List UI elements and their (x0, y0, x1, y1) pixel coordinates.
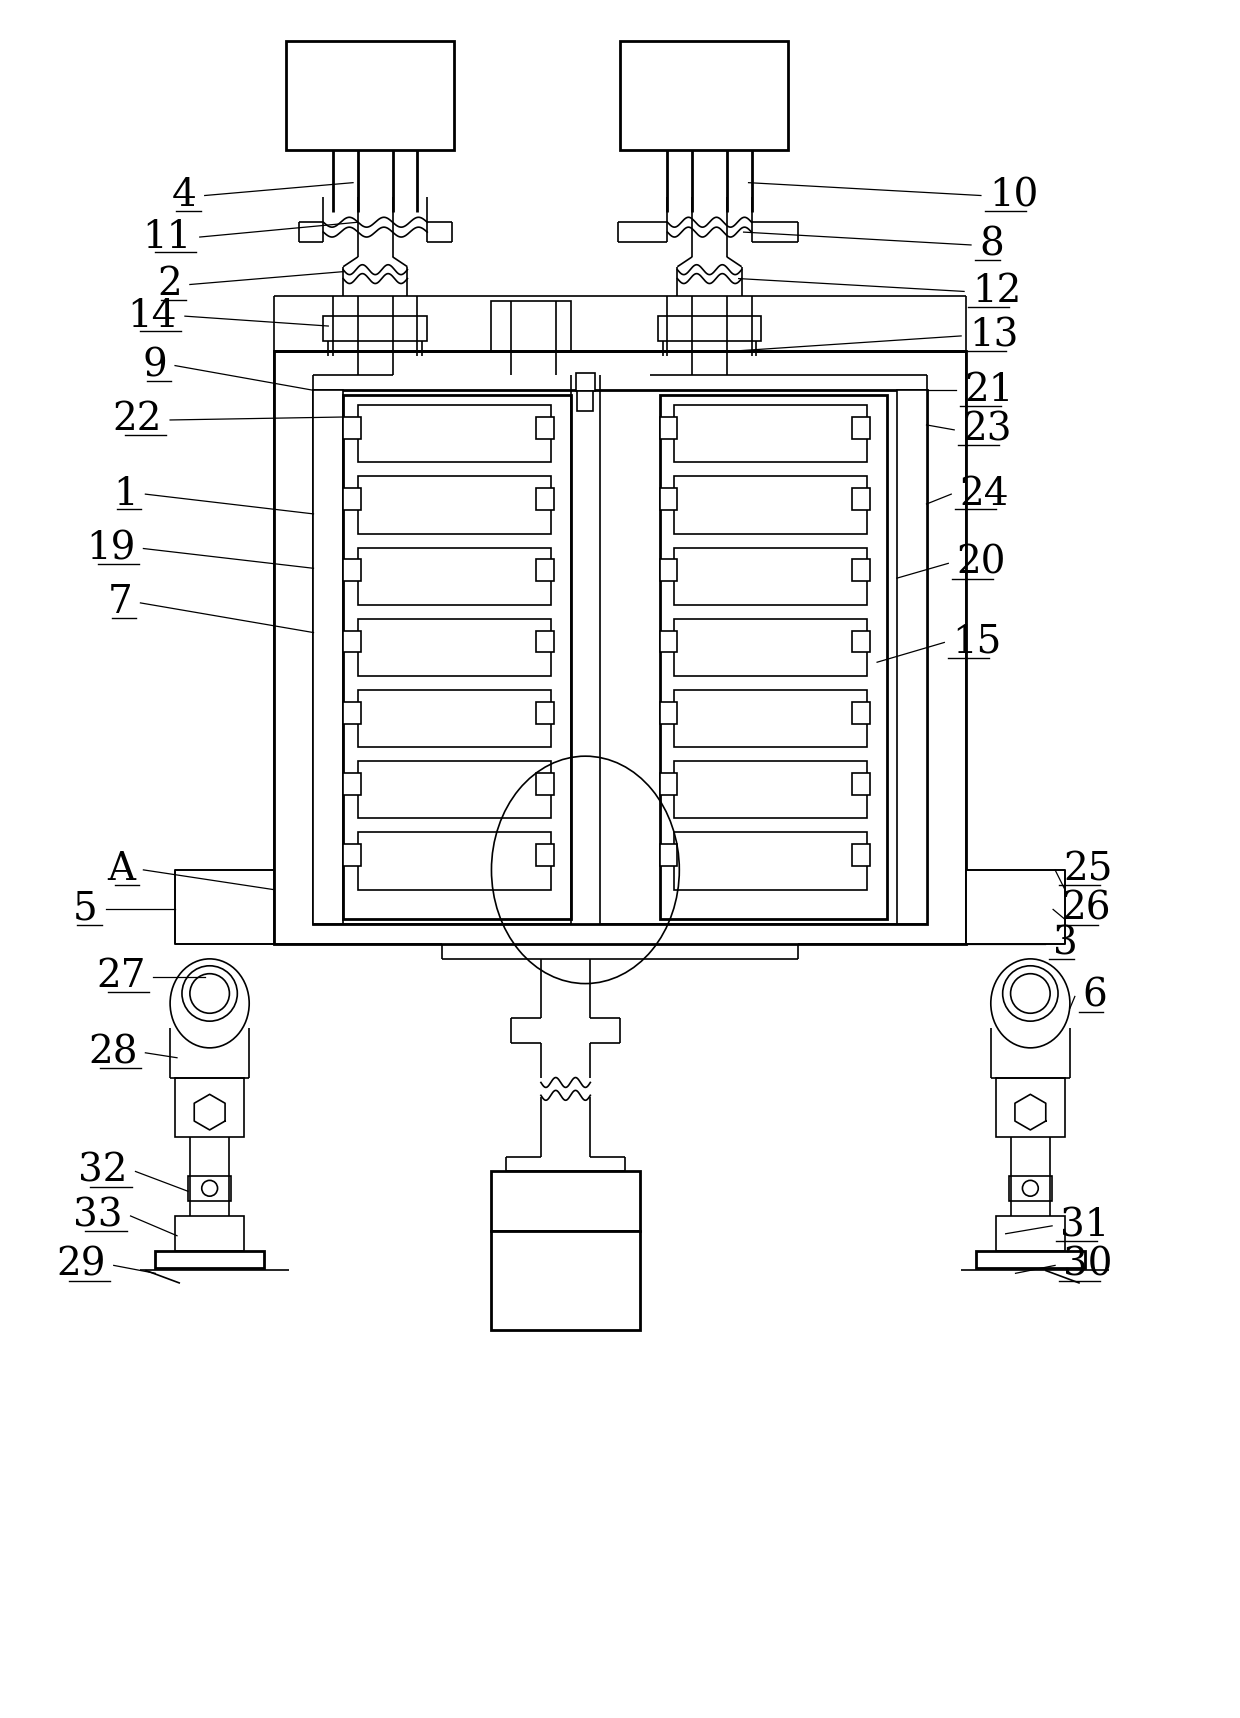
Bar (976, 1251, 1085, 1268)
Bar (996, 1077, 1065, 1137)
Text: 24: 24 (960, 476, 1009, 512)
Bar (188, 1177, 232, 1201)
Bar (358, 548, 551, 605)
Bar (675, 832, 867, 890)
Bar (155, 1251, 264, 1268)
Bar (358, 691, 551, 747)
Bar (536, 844, 554, 866)
Bar (620, 41, 789, 149)
Bar (343, 701, 361, 723)
Bar (358, 761, 551, 818)
Bar (274, 350, 966, 943)
Bar (852, 844, 870, 866)
Bar (852, 560, 870, 581)
Bar (657, 316, 761, 340)
Bar (675, 691, 867, 747)
Text: 19: 19 (86, 531, 135, 567)
Bar (660, 560, 677, 581)
Bar (675, 761, 867, 818)
Text: 2: 2 (157, 266, 182, 302)
Bar (660, 395, 887, 919)
Bar (491, 301, 570, 376)
Text: 28: 28 (88, 1034, 138, 1072)
Bar (660, 488, 677, 510)
Bar (578, 392, 593, 411)
Bar (852, 631, 870, 653)
Text: 4: 4 (172, 177, 197, 215)
Bar (314, 390, 926, 924)
Bar (852, 417, 870, 438)
Text: 25: 25 (1063, 852, 1112, 888)
Bar (358, 476, 551, 534)
Bar (536, 701, 554, 723)
Bar (343, 488, 361, 510)
Text: 9: 9 (143, 347, 167, 385)
Text: 15: 15 (952, 624, 1002, 661)
Text: 33: 33 (73, 1197, 123, 1235)
Bar (343, 844, 361, 866)
Text: 12: 12 (972, 273, 1022, 309)
Bar (660, 844, 677, 866)
Bar (491, 1172, 640, 1230)
Text: 32: 32 (78, 1153, 128, 1191)
Bar (343, 773, 361, 795)
Bar (536, 631, 554, 653)
Text: 11: 11 (143, 218, 192, 256)
Text: 10: 10 (988, 177, 1038, 215)
Bar (852, 773, 870, 795)
Text: 8: 8 (978, 227, 1003, 263)
Text: 23: 23 (962, 411, 1012, 448)
Bar (675, 618, 867, 677)
Bar (966, 869, 1065, 943)
Bar (536, 773, 554, 795)
Bar (660, 773, 677, 795)
Bar (852, 701, 870, 723)
Bar (358, 832, 551, 890)
Bar (675, 476, 867, 534)
Text: 3: 3 (1053, 926, 1078, 962)
Bar (358, 405, 551, 462)
Bar (324, 316, 428, 340)
Bar (175, 1077, 244, 1137)
Bar (285, 41, 454, 149)
Bar (343, 631, 361, 653)
Text: A: A (108, 852, 135, 888)
Bar (343, 560, 361, 581)
Bar (536, 560, 554, 581)
Bar (343, 395, 570, 919)
Bar (175, 1216, 244, 1251)
Bar (852, 488, 870, 510)
Bar (536, 417, 554, 438)
Text: 21: 21 (965, 371, 1013, 409)
Bar (491, 1230, 640, 1330)
Bar (996, 1216, 1065, 1251)
Bar (175, 869, 274, 943)
Bar (660, 631, 677, 653)
Text: 29: 29 (56, 1247, 105, 1283)
Bar (897, 390, 926, 924)
Text: 14: 14 (128, 297, 177, 335)
Text: 6: 6 (1083, 978, 1107, 1015)
Text: 5: 5 (73, 892, 98, 928)
Bar (343, 417, 361, 438)
Bar (675, 548, 867, 605)
Bar (536, 488, 554, 510)
Bar (575, 373, 595, 392)
Bar (675, 405, 867, 462)
Text: 30: 30 (1063, 1247, 1112, 1283)
Text: 1: 1 (113, 476, 138, 512)
Bar (314, 390, 343, 924)
Text: 26: 26 (1061, 892, 1111, 928)
Text: 27: 27 (95, 959, 145, 995)
Text: 22: 22 (113, 402, 162, 438)
Bar (660, 701, 677, 723)
Bar (1008, 1177, 1052, 1201)
Text: 31: 31 (1060, 1208, 1110, 1244)
Text: 13: 13 (968, 318, 1018, 354)
Text: 7: 7 (108, 584, 133, 622)
Bar (358, 618, 551, 677)
Text: 20: 20 (956, 545, 1006, 582)
Bar (660, 417, 677, 438)
